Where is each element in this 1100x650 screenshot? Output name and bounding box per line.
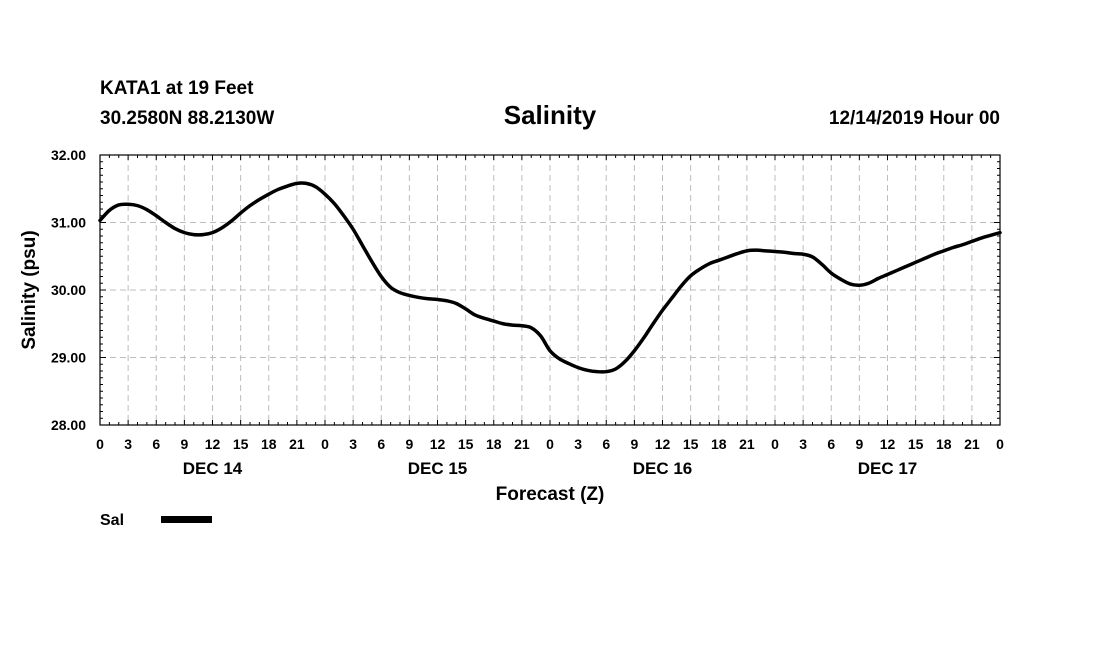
x-tick-label: 0 xyxy=(546,436,554,452)
x-tick-label: 21 xyxy=(289,436,305,452)
x-tick-label: 21 xyxy=(964,436,980,452)
x-axis-label: Forecast (Z) xyxy=(496,484,605,505)
x-tick-label: 21 xyxy=(739,436,755,452)
x-tick-label: 12 xyxy=(205,436,221,452)
x-tick-label: 9 xyxy=(630,436,638,452)
x-tick-label: 3 xyxy=(349,436,357,452)
x-tick-label: 15 xyxy=(233,436,249,452)
x-tick-label: 6 xyxy=(602,436,610,452)
x-tick-label: 15 xyxy=(683,436,699,452)
plot-frame xyxy=(99,154,1001,426)
y-tick-label: 28.00 xyxy=(51,417,86,433)
x-tick-label: 18 xyxy=(261,436,277,452)
x-tick-label: 9 xyxy=(180,436,188,452)
day-label: DEC 16 xyxy=(633,459,693,478)
series-line-sal xyxy=(98,181,1002,374)
legend-entry-sal: Sal xyxy=(100,512,124,529)
x-tick-label: 18 xyxy=(486,436,502,452)
x-tick-label: 3 xyxy=(799,436,807,452)
x-tick-label: 18 xyxy=(711,436,727,452)
x-tick-label: 15 xyxy=(908,436,924,452)
x-tick-label: 3 xyxy=(574,436,582,452)
grid xyxy=(100,155,1000,425)
x-tick-label: 3 xyxy=(124,436,132,452)
y-tick-label: 32.00 xyxy=(51,147,86,163)
x-tick-label: 0 xyxy=(96,436,104,452)
x-tick-label: 0 xyxy=(321,436,329,452)
chart-title: Salinity xyxy=(504,100,597,130)
x-tick-label: 12 xyxy=(655,436,671,452)
x-tick-label: 12 xyxy=(430,436,446,452)
x-tick-label: 21 xyxy=(514,436,530,452)
day-label: DEC 15 xyxy=(408,459,468,478)
x-tick-label: 6 xyxy=(827,436,835,452)
day-label: DEC 17 xyxy=(858,459,918,478)
x-tick-label: 18 xyxy=(936,436,952,452)
x-tick-label: 15 xyxy=(458,436,474,452)
x-tick-label: 0 xyxy=(996,436,1004,452)
y-tick-label: 30.00 xyxy=(51,282,86,298)
x-tick-label: 0 xyxy=(771,436,779,452)
day-label: DEC 14 xyxy=(183,459,243,478)
y-tick-label: 29.00 xyxy=(51,350,86,366)
x-tick-label: 9 xyxy=(855,436,863,452)
legend: Sal xyxy=(100,512,212,529)
axis-ticks: 0 3 6 9 12 15 18 21 0 3 6 9 12 15 18 21 0 3 6 9 12 15 18 21 0 3 6 9… xyxy=(51,147,1004,478)
x-tick-label: 9 xyxy=(405,436,413,452)
x-tick-label: 6 xyxy=(377,436,385,452)
x-tick-label: 6 xyxy=(152,436,160,452)
y-axis-label: Salinity (psu) xyxy=(19,230,40,349)
legend-swatch-sal xyxy=(161,516,212,523)
station-label: KATA1 at 19 Feet xyxy=(100,78,254,99)
location-label: 30.2580N 88.2130W xyxy=(100,108,274,129)
run-label: 12/14/2019 Hour 00 xyxy=(829,108,1000,129)
x-tick-label: 12 xyxy=(880,436,896,452)
y-tick-label: 31.00 xyxy=(51,215,86,231)
